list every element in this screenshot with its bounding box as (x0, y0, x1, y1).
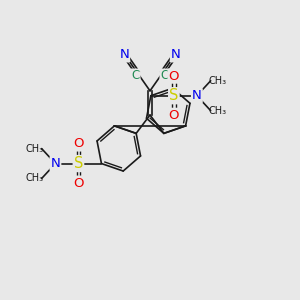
Text: O: O (169, 70, 179, 83)
Text: C: C (160, 70, 169, 83)
Text: CH₃: CH₃ (209, 106, 227, 116)
Text: N: N (51, 157, 60, 170)
Text: O: O (73, 177, 84, 190)
Text: N: N (171, 48, 181, 62)
Text: N: N (119, 48, 129, 62)
Text: C: C (131, 70, 140, 83)
Text: CH₃: CH₃ (26, 173, 44, 184)
Text: S: S (74, 156, 83, 171)
Text: N: N (192, 89, 202, 102)
Text: S: S (169, 88, 178, 103)
Text: O: O (169, 109, 179, 122)
Text: CH₃: CH₃ (26, 144, 44, 154)
Text: CH₃: CH₃ (209, 76, 227, 86)
Text: O: O (73, 137, 84, 151)
